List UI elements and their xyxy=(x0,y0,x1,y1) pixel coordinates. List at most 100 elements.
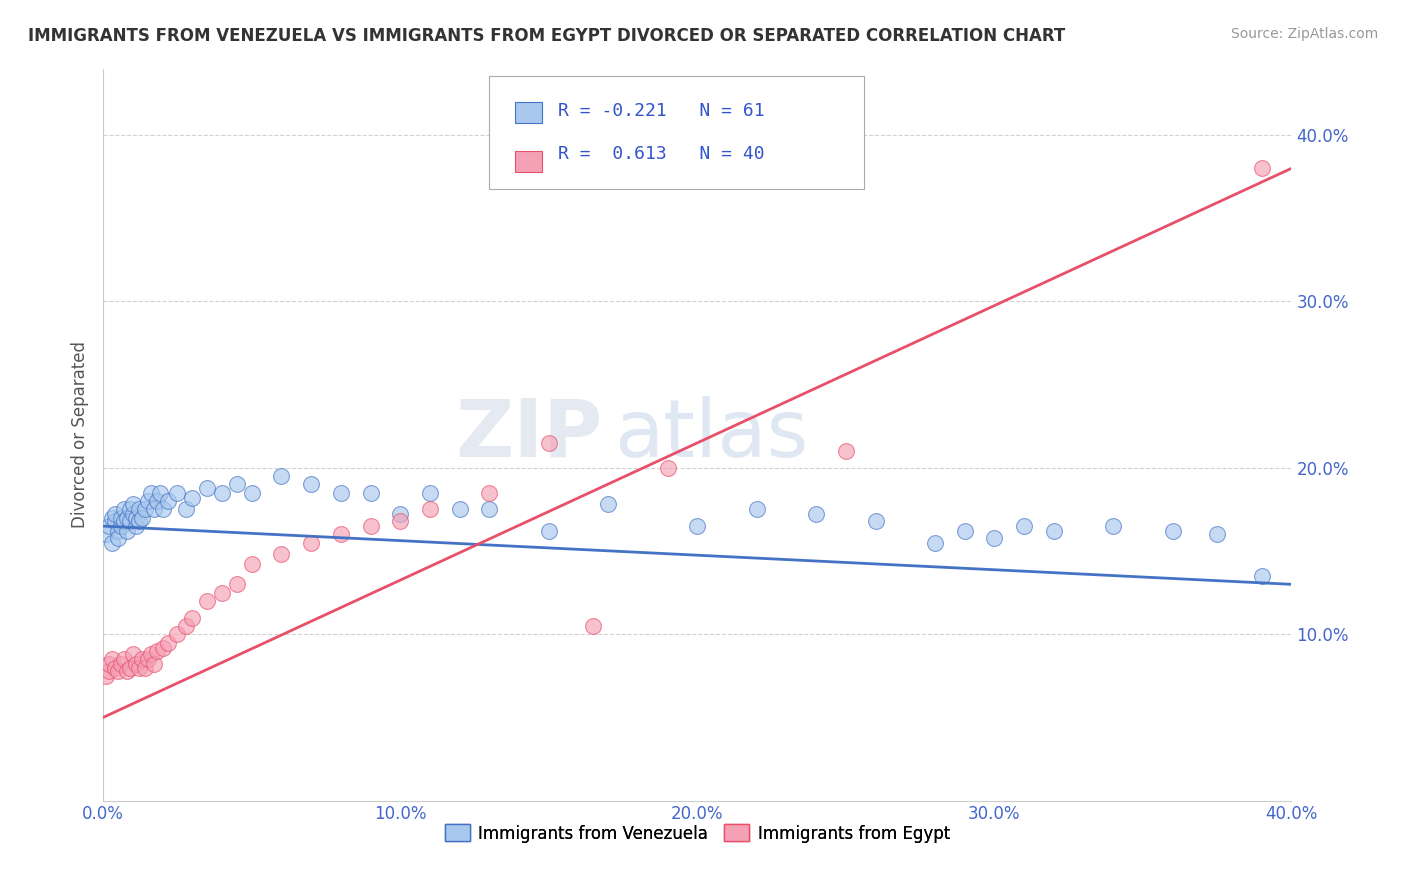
Point xyxy=(419,485,441,500)
Point xyxy=(112,514,135,528)
Point xyxy=(389,508,412,522)
Point xyxy=(136,494,159,508)
Point xyxy=(181,610,204,624)
Point xyxy=(865,514,887,528)
Point xyxy=(181,491,204,505)
Point xyxy=(598,498,620,512)
Point xyxy=(101,652,124,666)
Point xyxy=(118,514,141,528)
Point xyxy=(101,510,124,524)
Point xyxy=(107,531,129,545)
Point xyxy=(125,510,148,524)
Point xyxy=(118,502,141,516)
Point xyxy=(983,531,1005,545)
Point xyxy=(136,652,159,666)
Point xyxy=(142,502,165,516)
Point xyxy=(582,619,605,633)
Point xyxy=(211,485,233,500)
Text: IMMIGRANTS FROM VENEZUELA VS IMMIGRANTS FROM EGYPT DIVORCED OR SEPARATED CORRELA: IMMIGRANTS FROM VENEZUELA VS IMMIGRANTS … xyxy=(28,27,1066,45)
Point xyxy=(104,508,127,522)
Point xyxy=(195,481,218,495)
Point xyxy=(94,669,117,683)
Point xyxy=(104,514,127,528)
Point xyxy=(176,619,198,633)
Point xyxy=(1042,524,1064,538)
Point xyxy=(166,485,188,500)
Text: ZIP: ZIP xyxy=(456,395,602,474)
Point xyxy=(121,498,143,512)
Point xyxy=(134,660,156,674)
Point xyxy=(1250,569,1272,583)
Point xyxy=(98,664,121,678)
Point xyxy=(131,652,153,666)
Point xyxy=(115,664,138,678)
Point xyxy=(157,635,180,649)
Point xyxy=(745,502,768,516)
Point xyxy=(240,485,263,500)
FancyBboxPatch shape xyxy=(516,102,541,123)
Point xyxy=(537,524,560,538)
Point xyxy=(686,519,709,533)
Point xyxy=(478,485,501,500)
Point xyxy=(128,660,150,674)
Point xyxy=(152,502,174,516)
Point xyxy=(107,664,129,678)
Point xyxy=(419,502,441,516)
Point xyxy=(240,558,263,572)
Point xyxy=(112,502,135,516)
Point xyxy=(270,469,292,483)
Y-axis label: Divorced or Separated: Divorced or Separated xyxy=(72,341,89,528)
Point xyxy=(115,524,138,538)
Point xyxy=(94,527,117,541)
Point xyxy=(299,535,322,549)
Point xyxy=(152,640,174,655)
Point xyxy=(478,502,501,516)
Point xyxy=(329,485,352,500)
Point xyxy=(110,519,132,533)
Point xyxy=(98,519,121,533)
Point xyxy=(225,477,247,491)
Point xyxy=(115,510,138,524)
Point xyxy=(449,502,471,516)
Point xyxy=(1206,527,1229,541)
Text: R = -0.221   N = 61: R = -0.221 N = 61 xyxy=(558,102,765,120)
Point xyxy=(107,524,129,538)
Point xyxy=(110,657,132,672)
Point xyxy=(924,535,946,549)
Point xyxy=(134,502,156,516)
Point xyxy=(104,660,127,674)
Point xyxy=(835,444,858,458)
Text: Source: ZipAtlas.com: Source: ZipAtlas.com xyxy=(1230,27,1378,41)
Point xyxy=(131,510,153,524)
Point xyxy=(145,494,167,508)
Point xyxy=(125,657,148,672)
Point xyxy=(360,519,382,533)
Point xyxy=(225,577,247,591)
Legend: Immigrants from Venezuela, Immigrants from Egypt: Immigrants from Venezuela, Immigrants fr… xyxy=(436,816,959,851)
Point xyxy=(139,485,162,500)
Point xyxy=(195,594,218,608)
Point xyxy=(804,508,827,522)
Point xyxy=(110,510,132,524)
Point xyxy=(128,514,150,528)
FancyBboxPatch shape xyxy=(489,76,863,189)
Point xyxy=(166,627,188,641)
Text: R =  0.613   N = 40: R = 0.613 N = 40 xyxy=(558,145,765,163)
Point xyxy=(299,477,322,491)
Point xyxy=(360,485,382,500)
Point xyxy=(389,514,412,528)
Point xyxy=(118,660,141,674)
Point xyxy=(148,485,170,500)
Point xyxy=(176,502,198,516)
Point xyxy=(145,644,167,658)
Point xyxy=(139,647,162,661)
Point xyxy=(1161,524,1184,538)
Text: atlas: atlas xyxy=(614,395,808,474)
Point xyxy=(537,436,560,450)
Point xyxy=(112,652,135,666)
Point xyxy=(1250,161,1272,176)
Point xyxy=(98,657,121,672)
FancyBboxPatch shape xyxy=(516,151,541,172)
Point xyxy=(142,657,165,672)
Point xyxy=(157,494,180,508)
